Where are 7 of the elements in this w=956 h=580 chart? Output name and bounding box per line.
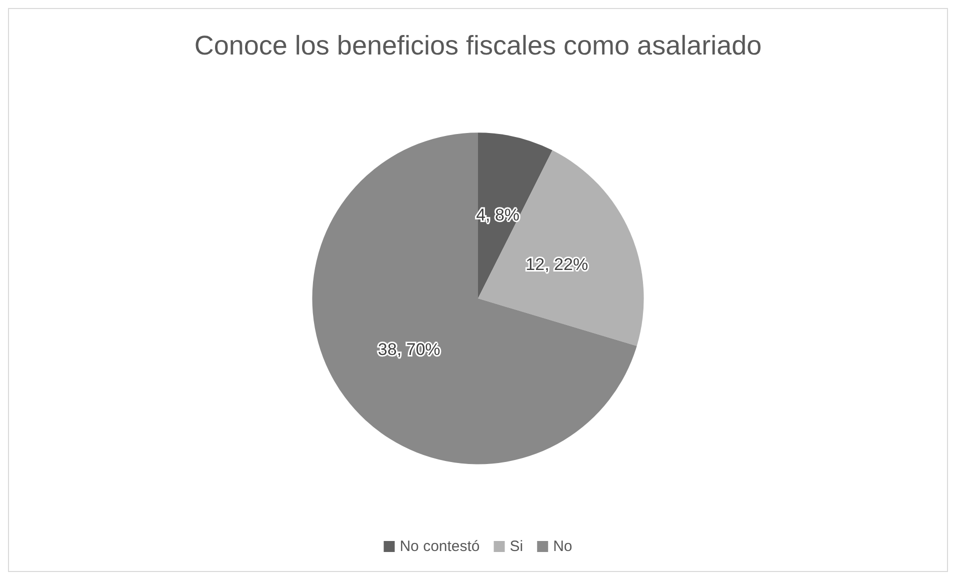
- chart-title: Conoce los beneficios fiscales como asalariado: [194, 30, 762, 60]
- data-label: 4, 8%: [476, 205, 520, 224]
- data-label: 12, 22%: [526, 254, 588, 274]
- legend-label: Si: [510, 538, 524, 555]
- legend-label: No contestó: [400, 538, 480, 555]
- data-label: 38, 70%: [378, 340, 440, 360]
- legend-label: No: [553, 538, 572, 555]
